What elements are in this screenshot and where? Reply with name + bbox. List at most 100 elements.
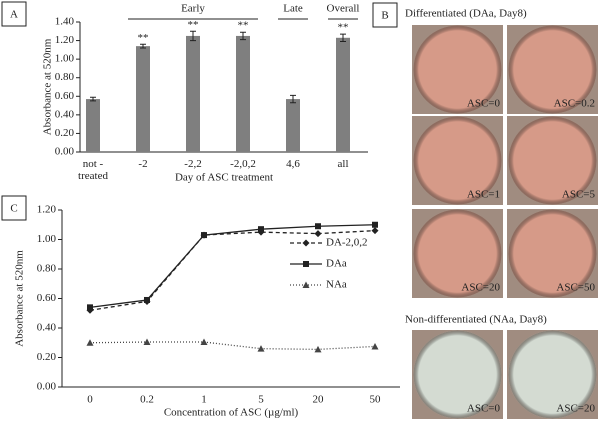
- well-rim: [413, 330, 502, 419]
- bar: [236, 35, 250, 152]
- y-tick-label: 0.00: [55, 146, 75, 158]
- panel-box: [1, 1, 27, 27]
- error-bar: [140, 43, 146, 49]
- group-label: Overall: [327, 3, 360, 15]
- well-rim: [508, 116, 597, 205]
- x-tick-label-box: all: [337, 158, 349, 170]
- y-tick-label: 1.00: [55, 53, 75, 65]
- error-bar: [90, 96, 96, 102]
- x-tick-label: -2: [138, 158, 148, 170]
- legend-label: DA-2,0,2: [326, 237, 368, 249]
- marker: [201, 232, 207, 239]
- well-label: ASC=20: [556, 403, 595, 415]
- bar: [86, 99, 100, 152]
- marker: [314, 230, 322, 238]
- x-tick-label: -2,2: [184, 158, 202, 170]
- x-tick-label-box: not - treated: [78, 158, 108, 182]
- bar: [136, 46, 150, 153]
- marker: [372, 221, 378, 228]
- marker: [257, 345, 265, 352]
- panel-box: [372, 2, 398, 28]
- well-label: ASC=0: [467, 98, 501, 110]
- x-tick-label: 1: [201, 394, 207, 406]
- x-axis-label: Concentration of ASC (µg/ml): [164, 407, 299, 419]
- well-rim: [508, 25, 597, 114]
- marker: [86, 339, 94, 346]
- marker: [87, 304, 93, 311]
- well-rim: [413, 25, 502, 114]
- section-title: Differentiated (DAa, Day8): [405, 8, 527, 20]
- marker: [315, 223, 321, 230]
- well-rim: [413, 116, 502, 205]
- marker: [143, 338, 151, 346]
- panel-label: B: [381, 10, 388, 22]
- marker: [371, 227, 379, 235]
- y-tick-label: 1.20: [55, 34, 75, 46]
- x-tick-label: 20: [313, 394, 325, 406]
- panel-label: A: [10, 9, 18, 21]
- y-tick-label: 0.40: [55, 108, 75, 120]
- legend-label: NAa: [326, 279, 347, 291]
- well-label: ASC=20: [461, 282, 500, 294]
- section-title: Non-differentiated (NAa, Day8): [405, 314, 547, 326]
- x-tick-label: 4,6: [286, 158, 300, 170]
- x-tick-label-box: -2,2: [184, 158, 202, 170]
- bar: [336, 37, 350, 152]
- x-tick-label: 50: [370, 394, 382, 406]
- y-tick-label: 0.20: [37, 351, 57, 363]
- bar: [286, 99, 300, 152]
- marker: [303, 261, 309, 267]
- well-label: ASC=5: [562, 189, 596, 201]
- well-rim: [508, 330, 597, 419]
- significance-label: **: [188, 19, 199, 31]
- marker: [258, 226, 264, 233]
- series-line: [89, 224, 376, 308]
- y-tick-label: 1.20: [37, 204, 57, 216]
- marker: [314, 345, 322, 353]
- x-tick-label: all: [337, 158, 349, 170]
- y-tick-label: 1.40: [55, 16, 75, 28]
- panel-box: [1, 195, 27, 221]
- group-label: Late: [283, 3, 303, 15]
- well-label: ASC=1: [467, 189, 500, 201]
- x-tick-label-box: 4,6: [286, 158, 300, 170]
- well-rim: [413, 209, 502, 298]
- x-tick-label: not - treated: [78, 158, 108, 182]
- y-tick-label: 0.20: [55, 127, 75, 139]
- error-bar: [190, 30, 196, 42]
- error-bar: [340, 33, 346, 42]
- series-line: [89, 341, 376, 351]
- significance-label: **: [338, 22, 349, 34]
- legend-label: DAa: [326, 258, 347, 270]
- panel-label: C: [10, 203, 17, 215]
- x-tick-label-box: -2,0,2: [230, 158, 256, 170]
- marker: [200, 338, 208, 346]
- x-tick-label: -2,0,2: [230, 158, 256, 170]
- marker: [144, 296, 150, 303]
- y-axis-label: Absorbance at 520nm: [42, 38, 54, 135]
- x-axis-label: Day of ASC treatment: [175, 172, 273, 184]
- y-axis-label: Absorbance at 520nm: [14, 250, 26, 347]
- error-bar: [290, 94, 296, 104]
- marker: [371, 342, 379, 350]
- well-label: ASC=0: [467, 403, 501, 415]
- significance-label: **: [238, 20, 249, 32]
- x-tick-label: 0: [87, 394, 93, 406]
- well-label: ASC=50: [556, 282, 595, 294]
- series-line: [89, 230, 376, 311]
- group-label: Early: [181, 3, 205, 15]
- x-tick-label: 0.2: [140, 394, 154, 406]
- marker: [302, 239, 310, 247]
- y-tick-label: 0.80: [37, 263, 57, 275]
- well-label: ASC=0.2: [554, 98, 595, 110]
- bar: [186, 35, 200, 152]
- y-tick-label: 0.60: [37, 292, 57, 304]
- x-tick-label-box: -2: [138, 158, 148, 170]
- x-tick-label: 5: [258, 394, 264, 406]
- significance-label: **: [138, 32, 149, 44]
- error-bar: [240, 31, 246, 41]
- marker: [302, 281, 310, 288]
- y-tick-label: 1.00: [37, 233, 57, 245]
- well-rim: [508, 209, 597, 298]
